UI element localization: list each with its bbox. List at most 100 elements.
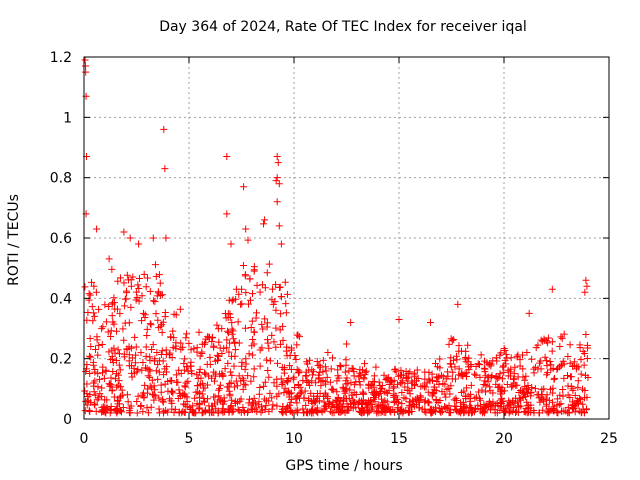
data-point [392,392,400,400]
data-point [569,363,577,371]
data-point [137,402,145,410]
data-point [242,225,250,233]
data-point [461,370,469,378]
data-point [359,396,367,404]
data-point [570,405,578,413]
data-point [213,321,221,329]
data-point [263,356,271,364]
data-point [82,397,90,405]
data-point [333,402,341,410]
data-point [568,398,576,406]
data-point [448,336,456,344]
data-point [193,371,201,379]
data-point [537,391,545,399]
data-point [218,370,226,378]
data-point [493,409,501,417]
data-point [574,383,582,391]
data-point [258,320,266,328]
data-point [279,336,287,344]
data-point [487,362,495,370]
data-point [270,338,278,346]
data-point [564,391,572,399]
data-point [142,283,150,291]
data-point [524,409,532,417]
data-point [357,405,365,413]
data-point [556,342,564,350]
data-point [496,351,504,359]
data-point [183,330,191,338]
data-point [196,365,204,373]
data-point [135,297,143,305]
data-point [143,404,151,412]
data-point [127,402,135,410]
data-point [194,375,202,383]
data-point [553,366,561,374]
data-point [401,383,409,391]
data-point [195,328,203,336]
data-point [581,288,589,296]
data-point [113,327,121,335]
data-point [256,383,264,391]
data-point [527,401,535,409]
data-point [109,368,117,376]
data-point [361,371,369,379]
data-point [565,409,573,417]
x-tick-label: 25 [600,431,618,447]
data-point [262,402,270,410]
data-point [416,392,424,400]
data-point [141,311,149,319]
data-point [127,282,135,290]
data-point [196,352,204,360]
data-point [381,397,389,405]
data-point [241,271,249,279]
data-point [223,210,231,218]
data-point [443,404,451,412]
data-point [308,366,316,374]
data-point [264,339,272,347]
data-point [502,350,510,358]
data-point [123,271,131,279]
data-point [228,330,236,338]
data-point [261,216,269,224]
data-point [544,409,552,417]
data-point [121,302,129,310]
data-point [261,315,269,323]
data-point [125,362,133,370]
data-point [436,355,444,363]
data-point [323,373,331,381]
data-point [514,402,522,410]
data-point [130,364,138,372]
data-point [208,338,216,346]
data-point [377,409,385,417]
data-point [564,352,572,360]
data-point [237,377,245,385]
y-tick-label: 0.6 [50,231,72,247]
data-point [481,377,489,385]
data-point [237,300,245,308]
data-point [98,407,106,415]
data-point [250,394,258,402]
data-point [555,401,563,409]
data-point [395,315,403,323]
data-point [81,407,89,415]
data-point [169,327,177,335]
data-point [462,347,470,355]
data-point [546,357,554,365]
data-point [162,346,170,354]
data-point [179,343,187,351]
data-point [451,375,459,383]
data-point [342,386,350,394]
data-point [277,310,285,318]
data-points [81,56,592,417]
data-point [86,408,94,416]
data-point [228,319,236,327]
data-point [336,361,344,369]
data-point [138,292,146,300]
data-point [264,366,272,374]
data-point [91,312,99,320]
data-point [377,385,385,393]
data-point [543,362,551,370]
data-point [91,401,99,409]
data-point [303,358,311,366]
data-point [404,369,412,377]
